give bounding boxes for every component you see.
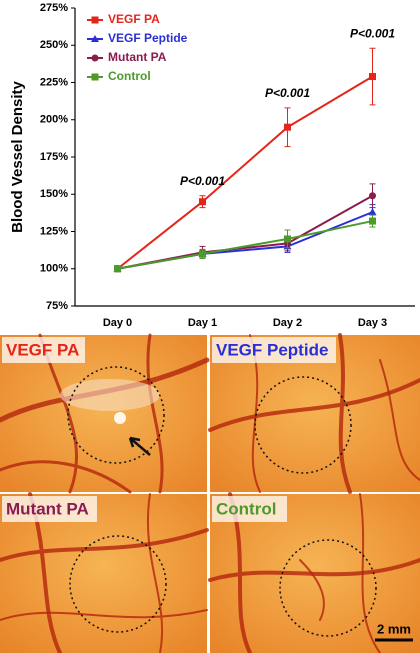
annotation: P<0.001 [180, 174, 225, 188]
y-tick-label: 150% [40, 188, 68, 200]
y-tick-label: 250% [40, 39, 68, 51]
marker [284, 235, 291, 243]
series-line [116, 75, 374, 270]
legend-marker [91, 73, 99, 81]
legend-marker [91, 16, 99, 24]
panel: Mutant PA [0, 492, 209, 653]
x-tick-label: Day 3 [358, 317, 387, 329]
panel-label: Control [216, 499, 276, 518]
series-line [117, 220, 373, 270]
y-tick-label: 275% [40, 2, 68, 14]
panel: VEGF Peptide [208, 333, 420, 494]
legend-label: VEGF Peptide [108, 31, 188, 45]
panel-label: VEGF PA [6, 340, 79, 359]
x-tick-label: Day 0 [103, 317, 132, 329]
y-tick-label: 225% [40, 76, 68, 88]
marker [369, 73, 376, 81]
legend-label: Control [108, 69, 151, 83]
y-tick-label: 75% [46, 300, 68, 312]
panel: Control 2 mm [208, 492, 420, 653]
marker [199, 198, 206, 206]
annotation: P<0.001 [350, 26, 395, 40]
x-tick-label: Day 2 [273, 317, 302, 329]
legend-marker [91, 54, 99, 62]
marker [199, 250, 206, 258]
series [114, 214, 376, 273]
legend-marker [91, 35, 99, 42]
panel: VEGF PA [0, 333, 210, 494]
marker [114, 265, 121, 273]
y-tick-label: 125% [40, 225, 68, 237]
panel-label: Mutant PA [6, 499, 89, 518]
marker [369, 192, 376, 200]
y-tick-label: 100% [40, 263, 68, 275]
series-line [117, 194, 373, 270]
legend-label: Mutant PA [108, 50, 167, 64]
legend-label: VEGF PA [108, 12, 160, 26]
marker [369, 217, 376, 225]
scale-bar-label: 2 mm [377, 621, 411, 636]
series-line [117, 211, 373, 270]
y-tick-label: 200% [40, 114, 68, 126]
photo-panels: VEGF PA VEGF Peptide Mutant PA Control [0, 333, 420, 653]
x-tick-label: Day 1 [188, 317, 217, 329]
y-tick-label: 175% [40, 151, 68, 163]
annotation: P<0.001 [265, 86, 310, 100]
panel-label: VEGF Peptide [216, 340, 328, 359]
y-axis-label: Blood Vessel Density [9, 80, 26, 232]
series [114, 47, 376, 273]
marker [284, 123, 291, 131]
marker [368, 208, 377, 216]
